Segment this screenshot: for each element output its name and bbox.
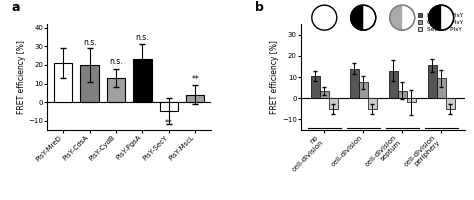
Y-axis label: FRET efficiency [%]: FRET efficiency [%]	[17, 40, 26, 114]
Y-axis label: FRET efficiency [%]: FRET efficiency [%]	[270, 40, 279, 114]
Bar	[389, 71, 398, 98]
Text: n.s.: n.s.	[109, 57, 123, 66]
Bar	[446, 98, 455, 109]
Bar	[428, 65, 437, 98]
Bar	[329, 98, 338, 109]
Bar	[359, 82, 368, 98]
Bar	[160, 102, 178, 111]
Text: **: **	[165, 119, 173, 128]
Legend: MreD + PlsY, CydB + PlsY, SecY + PlsY: MreD + PlsY, CydB + PlsY, SecY + PlsY	[418, 13, 463, 32]
Bar	[437, 78, 446, 98]
Text: **: **	[191, 75, 199, 84]
Text: n.s.: n.s.	[136, 33, 149, 42]
Text: n.s.: n.s.	[83, 38, 96, 47]
Bar	[368, 98, 377, 109]
Bar	[311, 76, 320, 98]
Bar	[398, 91, 407, 98]
Bar	[186, 95, 204, 102]
Bar	[107, 78, 125, 102]
Bar	[133, 59, 152, 102]
Text: a: a	[11, 1, 20, 14]
Bar	[54, 63, 73, 102]
Bar	[407, 98, 416, 102]
Bar	[320, 91, 329, 98]
Bar	[350, 69, 359, 98]
Text: b: b	[255, 1, 264, 14]
Bar	[81, 65, 99, 102]
